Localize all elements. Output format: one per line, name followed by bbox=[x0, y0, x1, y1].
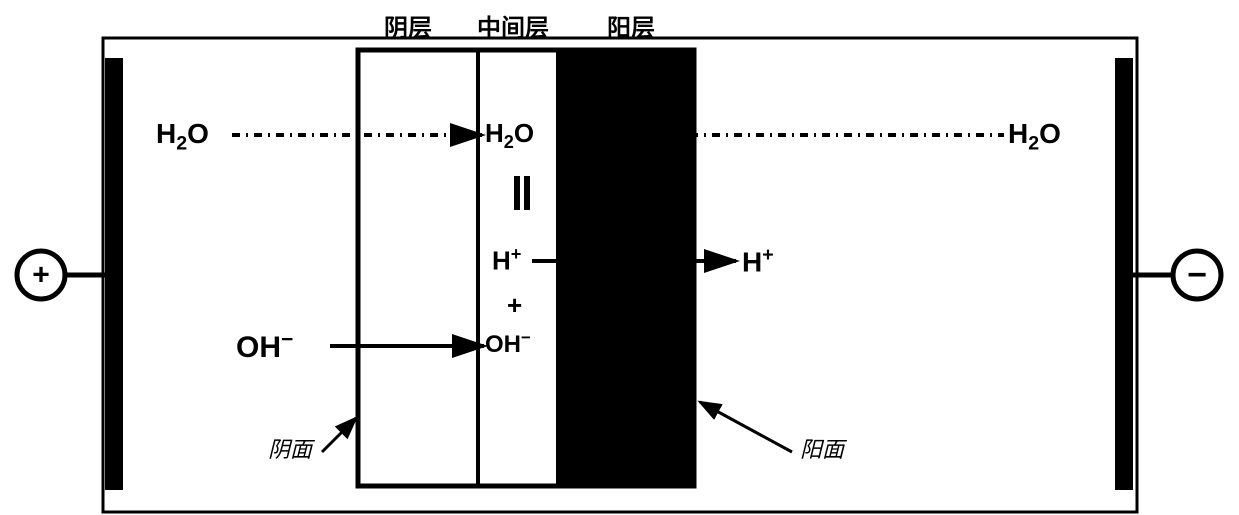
plus-sign: + bbox=[507, 290, 522, 321]
species-h-plus-out: H+ bbox=[742, 244, 774, 278]
electrode-left bbox=[105, 58, 123, 490]
header-anode-layer: 阳层 bbox=[607, 8, 655, 43]
membrane bbox=[358, 50, 694, 486]
layer-cathode bbox=[360, 52, 478, 484]
diagram-svg: + − bbox=[0, 0, 1239, 515]
header-middle-layer: 中间层 bbox=[477, 8, 549, 43]
layer-anode bbox=[558, 52, 692, 484]
svg-text:−: − bbox=[1187, 256, 1207, 294]
header-cathode-layer: 阴层 bbox=[384, 8, 432, 43]
species-h2o-left: H2O bbox=[156, 118, 209, 156]
dissociation-bars-icon bbox=[510, 172, 534, 219]
species-h2o-right: H2O bbox=[1008, 118, 1061, 156]
terminal-plus: + bbox=[17, 251, 65, 299]
species-oh-mid: OH− bbox=[485, 328, 531, 359]
species-oh-out: OH− bbox=[236, 328, 293, 365]
label-anode-face: 阳面 bbox=[800, 432, 844, 464]
species-h-plus-mid: H+ bbox=[492, 244, 521, 277]
terminal-minus: − bbox=[1173, 251, 1221, 299]
pointer-cathode-face bbox=[322, 418, 356, 452]
electrode-right bbox=[1115, 58, 1133, 490]
label-cathode-face: 阴面 bbox=[268, 432, 312, 464]
svg-text:+: + bbox=[32, 259, 50, 292]
species-h2o-mid: H2O bbox=[485, 118, 534, 153]
pointer-anode-face bbox=[700, 402, 792, 452]
